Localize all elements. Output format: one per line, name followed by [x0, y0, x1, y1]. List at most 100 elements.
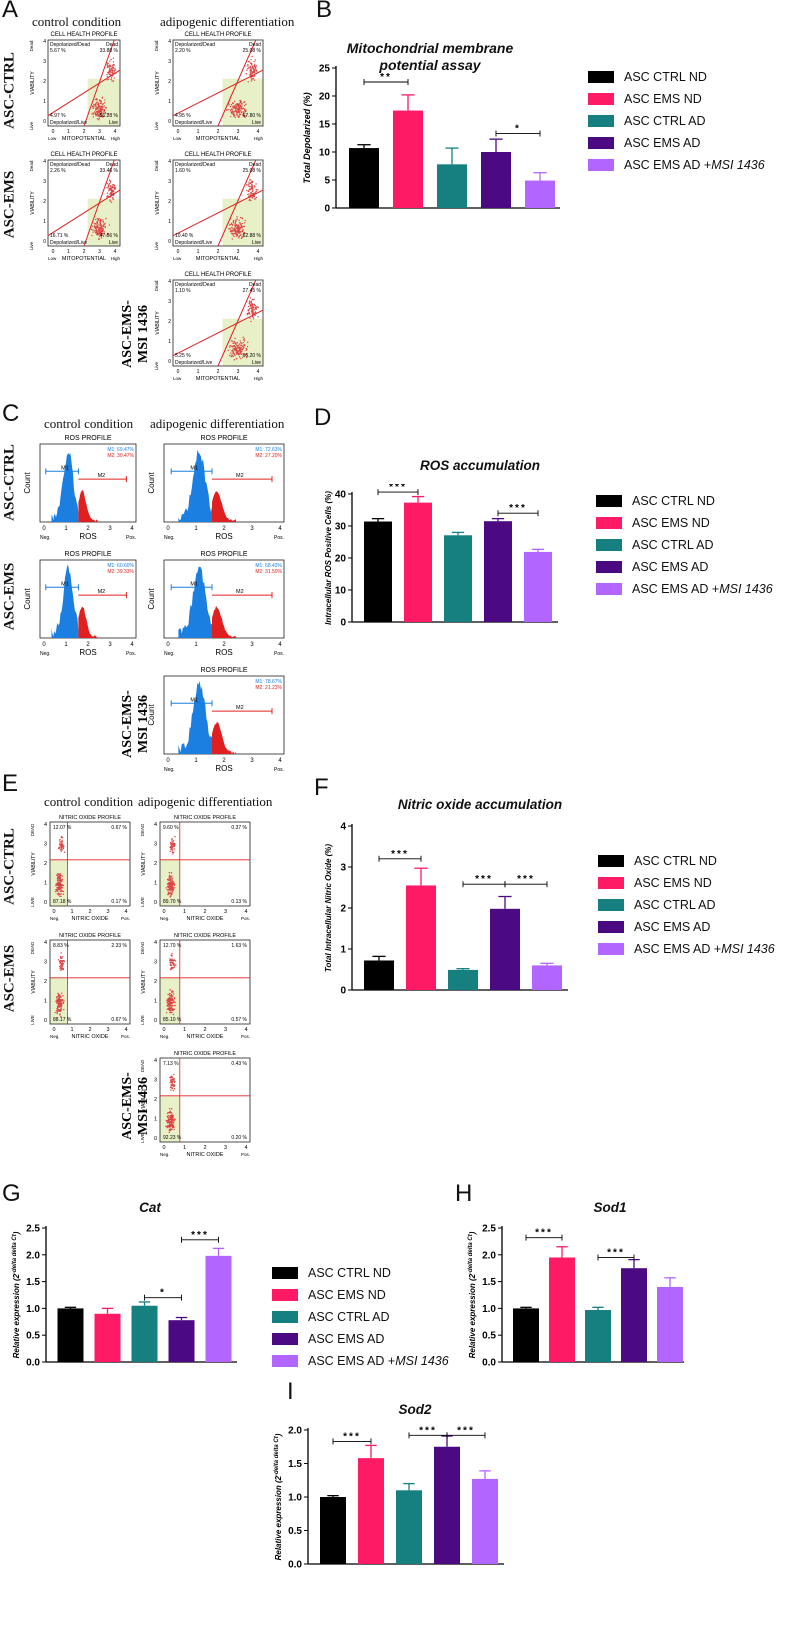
plot-title: CELL HEALTH PROFILE: [184, 32, 251, 38]
event-dot: [94, 223, 97, 225]
event-dot: [170, 1115, 173, 1118]
event-dot: [110, 77, 113, 79]
event-dot: [229, 344, 231, 347]
y-tick-label: 1: [168, 219, 171, 225]
event-dot: [244, 110, 247, 113]
legend-swatch: [588, 137, 614, 149]
y-tick-label: 1.5: [288, 1459, 302, 1470]
event-dot: [234, 233, 237, 235]
x-end-low: Low: [48, 256, 57, 261]
event-dot: [251, 55, 253, 58]
event-dot: [92, 113, 95, 115]
x-tick-label: 2: [217, 369, 220, 375]
event-dot: [61, 992, 63, 994]
event-dot: [59, 848, 61, 850]
event-dot: [232, 105, 234, 108]
event-dot: [168, 1129, 170, 1132]
legend-label: ASC EMS AD: [308, 1332, 385, 1346]
plot-title: ROS PROFILE: [200, 551, 247, 558]
event-dot: [249, 186, 251, 188]
event-dot: [100, 115, 102, 118]
event-dot: [231, 238, 234, 240]
legend-label: ASC EMS ND: [632, 516, 710, 530]
y-tick-label: 4: [154, 1058, 157, 1064]
quadrant-ul-value: 7.13 %: [163, 1061, 179, 1067]
event-dot: [237, 116, 240, 119]
x-tick-label: 4: [244, 1027, 247, 1033]
event-dot: [60, 835, 63, 838]
event-dot: [93, 230, 96, 232]
x-tick-label: 2: [88, 909, 91, 915]
x-end-pos: Pos.: [126, 651, 136, 657]
legend-label: ASC EMS AD: [624, 136, 701, 150]
event-dot: [228, 228, 230, 230]
y-tick-label: 0.5: [482, 1331, 496, 1342]
quadrant-ll-label: Depolarized/Live: [175, 240, 212, 246]
legend-item: ASC EMS ND: [588, 88, 765, 110]
event-dot: [59, 957, 62, 959]
y-tick-label: 3: [43, 179, 46, 185]
y-tick-label: 2: [168, 319, 171, 325]
event-dot: [238, 222, 241, 224]
event-dot: [59, 873, 61, 875]
event-dot: [113, 64, 115, 66]
event-dot: [235, 351, 238, 353]
event-dot: [236, 350, 239, 352]
bar-3: [131, 1305, 158, 1362]
event-dot: [237, 344, 240, 347]
event-dot: [174, 1001, 176, 1004]
event-dot: [246, 69, 248, 71]
event-dot: [97, 104, 100, 106]
plot-title: ROS PROFILE: [64, 551, 111, 558]
event-dot: [107, 113, 109, 115]
event-dot: [106, 79, 108, 81]
event-dot: [248, 311, 250, 313]
event-dot: [250, 187, 253, 190]
quadrant-ul-value: 2.20 %: [175, 48, 191, 54]
event-dot: [233, 113, 235, 115]
bar-chart-i: 0.0 0.5 1.0 1.5 2.0 Relative expression (2-de…: [274, 1425, 504, 1571]
x-end-low: Low: [173, 136, 182, 141]
event-dot: [61, 960, 63, 962]
event-dot: [173, 1118, 175, 1120]
quadrant-ul-value: 1.60 %: [175, 168, 191, 174]
quadrant-ul-label: Depolarized/Dead: [175, 42, 215, 48]
quadrant-ur-value: 2.33 %: [111, 943, 127, 949]
row-label-ems-e: ASC-EMS: [1, 944, 18, 1013]
bar-4: [484, 521, 512, 622]
column-title-control-c: control condition: [44, 416, 134, 431]
event-dot: [233, 111, 235, 114]
y-end-dead: DEAD: [140, 941, 145, 954]
event-dot: [96, 233, 98, 235]
row-label-msi-a: ASC-EMS- MSI 1436: [120, 294, 152, 374]
plot-title: CELL HEALTH PROFILE: [50, 152, 117, 158]
event-dot: [167, 893, 169, 895]
event-dot: [91, 105, 94, 108]
event-dot: [170, 994, 173, 997]
event-dot: [101, 97, 104, 99]
event-dot: [103, 231, 105, 233]
event-dot: [253, 185, 256, 187]
y-tick-label: 2.0: [26, 1250, 40, 1261]
legend-item: ASC CTRL ND: [272, 1262, 449, 1284]
x-tick-label: 0: [166, 758, 170, 764]
event-dot: [56, 1005, 59, 1008]
event-dot: [171, 840, 173, 842]
event-dot: [165, 1119, 167, 1122]
event-dot: [238, 237, 240, 239]
event-dot: [169, 1082, 171, 1084]
m2-value: M2: 31.50%: [255, 569, 282, 575]
legend-swatch: [596, 517, 622, 529]
event-dot: [237, 103, 240, 106]
event-dot: [111, 66, 114, 68]
event-dot: [62, 846, 65, 848]
legend-item: ASC EMS AD + MSI 1436: [272, 1350, 449, 1372]
event-dot: [254, 63, 256, 66]
event-dot: [173, 1084, 176, 1086]
event-dot: [173, 1088, 176, 1090]
event-dot: [103, 224, 106, 226]
quadrant-ul-value: 1.10 %: [175, 288, 191, 294]
event-dot: [173, 882, 175, 884]
event-dot: [57, 873, 59, 875]
